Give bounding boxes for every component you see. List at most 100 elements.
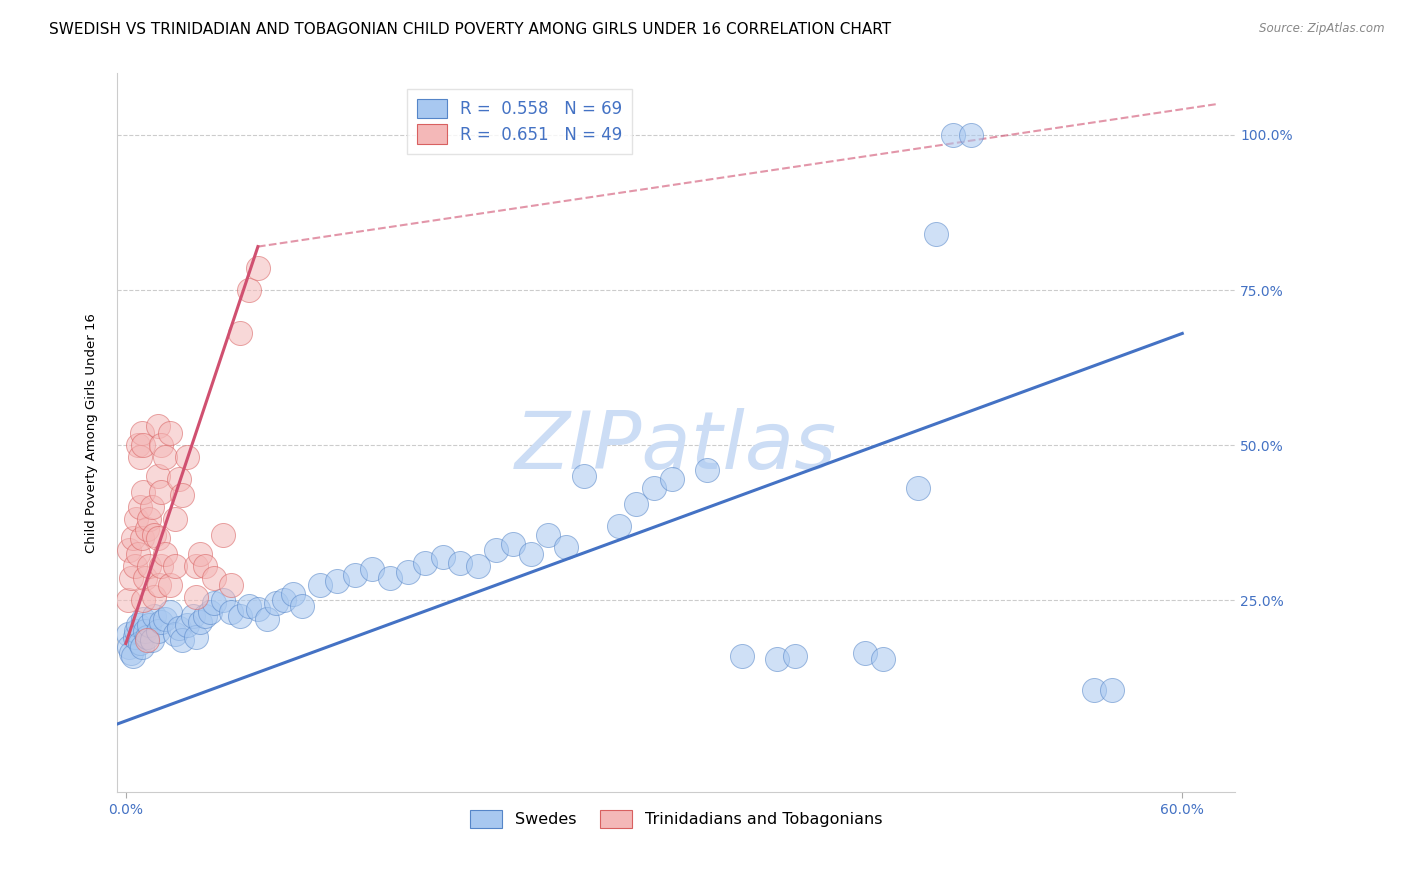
Point [520, 547, 543, 561]
Point [136, 522, 159, 536]
Point [188, 547, 211, 561]
Point [731, 648, 754, 663]
Point [343, 568, 366, 582]
Point [131, 640, 153, 654]
Point [432, 549, 454, 564]
Point [413, 556, 436, 570]
Point [143, 528, 166, 542]
Point [132, 612, 155, 626]
Point [127, 618, 149, 632]
Point [134, 624, 156, 638]
Point [502, 537, 524, 551]
Point [118, 640, 141, 654]
Point [153, 450, 176, 465]
Point [132, 593, 155, 607]
Point [942, 128, 965, 142]
Point [124, 630, 146, 644]
Point [246, 261, 269, 276]
Point [167, 472, 190, 486]
Point [153, 612, 176, 626]
Point [194, 558, 217, 573]
Point [165, 627, 187, 641]
Point [150, 484, 173, 499]
Point [127, 547, 149, 561]
Point [129, 450, 152, 465]
Point [146, 469, 169, 483]
Point [907, 482, 929, 496]
Point [146, 531, 169, 545]
Point [229, 326, 252, 341]
Point [696, 463, 718, 477]
Point [136, 630, 159, 644]
Point [200, 606, 222, 620]
Point [783, 648, 806, 663]
Point [186, 590, 208, 604]
Text: SWEDISH VS TRINIDADIAN AND TOBAGONIAN CHILD POVERTY AMONG GIRLS UNDER 16 CORRELA: SWEDISH VS TRINIDADIAN AND TOBAGONIAN CH… [49, 22, 891, 37]
Text: ZIPatlas: ZIPatlas [515, 408, 837, 486]
Point [246, 602, 269, 616]
Point [181, 608, 204, 623]
Point [202, 571, 225, 585]
Point [148, 577, 170, 591]
Point [326, 574, 349, 589]
Point [131, 425, 153, 440]
Point [150, 438, 173, 452]
Point [1101, 683, 1123, 698]
Point [120, 646, 142, 660]
Point [118, 543, 141, 558]
Point [186, 558, 208, 573]
Point [122, 648, 145, 663]
Point [138, 558, 160, 573]
Point [165, 512, 187, 526]
Point [361, 562, 384, 576]
Point [172, 633, 194, 648]
Point [256, 612, 278, 626]
Point [925, 227, 948, 242]
Point [159, 577, 181, 591]
Point [124, 558, 146, 573]
Point [291, 599, 314, 614]
Point [572, 469, 595, 483]
Point [125, 624, 148, 638]
Point [221, 577, 243, 591]
Point [159, 606, 181, 620]
Point [273, 593, 295, 607]
Point [281, 587, 304, 601]
Point [853, 646, 876, 660]
Point [138, 618, 160, 632]
Point [150, 558, 173, 573]
Point [176, 618, 198, 632]
Point [396, 565, 419, 579]
Point [129, 500, 152, 514]
Point [125, 512, 148, 526]
Point [378, 571, 401, 585]
Point [165, 558, 187, 573]
Point [186, 630, 208, 644]
Point [188, 615, 211, 629]
Point [172, 488, 194, 502]
Point [607, 518, 630, 533]
Point [555, 541, 578, 555]
Point [159, 425, 181, 440]
Point [211, 528, 233, 542]
Point [150, 615, 173, 629]
Point [120, 571, 142, 585]
Point [146, 419, 169, 434]
Point [122, 531, 145, 545]
Point [131, 531, 153, 545]
Point [138, 512, 160, 526]
Point [176, 450, 198, 465]
Point [153, 547, 176, 561]
Legend: Swedes, Trinidadians and Tobagonians: Swedes, Trinidadians and Tobagonians [464, 804, 889, 835]
Point [872, 652, 894, 666]
Point [238, 599, 260, 614]
Point [238, 283, 260, 297]
Point [202, 596, 225, 610]
Point [134, 571, 156, 585]
Point [449, 556, 471, 570]
Point [143, 590, 166, 604]
Point [467, 558, 489, 573]
Text: Source: ZipAtlas.com: Source: ZipAtlas.com [1260, 22, 1385, 36]
Point [132, 484, 155, 499]
Point [143, 608, 166, 623]
